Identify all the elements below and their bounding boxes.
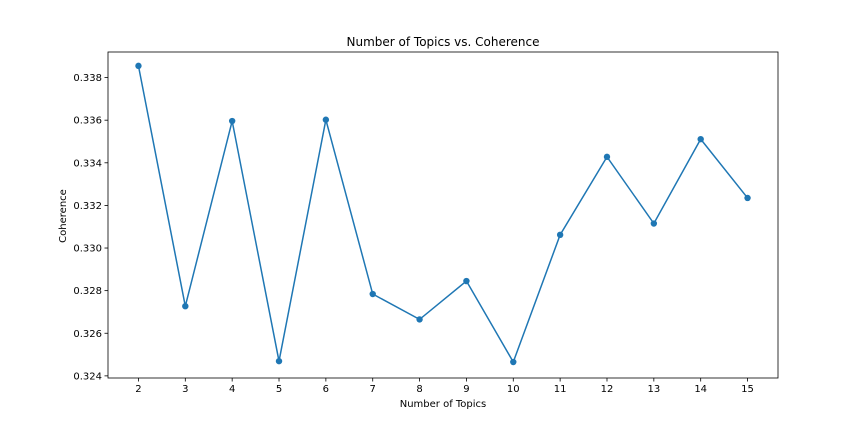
data-point <box>322 116 330 123</box>
x-tick-label: 10 <box>507 384 520 395</box>
x-tick-label: 7 <box>370 384 376 395</box>
data-point <box>182 302 189 310</box>
x-tick-label: 14 <box>694 384 707 395</box>
plot-frame <box>107 51 779 379</box>
y-tick-label: 0.332 <box>73 201 102 212</box>
x-tick-label: 12 <box>601 384 614 395</box>
y-tick-label: 0.326 <box>73 329 102 340</box>
y-tick-label: 0.338 <box>73 73 102 84</box>
y-tick-label: 0.336 <box>73 116 102 127</box>
y-tick-label: 0.324 <box>73 371 102 382</box>
x-tick-label: 2 <box>135 384 141 395</box>
y-tick-label: 0.328 <box>73 286 102 297</box>
data-point <box>603 153 611 161</box>
x-tick-label: 9 <box>463 384 469 395</box>
plot-area: 2 3 4 5 6 7 8 9 10 11 12 13 14 15 0.324 0.326 0.328 0.330… <box>73 51 779 395</box>
data-point <box>463 277 470 285</box>
data-point <box>228 117 236 125</box>
x-tick-label: 8 <box>416 384 422 395</box>
data-point <box>556 231 564 239</box>
data-point <box>275 357 283 365</box>
x-tick-label: 15 <box>741 384 754 395</box>
data-point <box>697 135 704 143</box>
x-tick-label: 4 <box>229 384 235 395</box>
series-line <box>137 65 749 364</box>
y-tick-label: 0.334 <box>73 158 102 169</box>
data-point <box>135 62 142 70</box>
y-axis-label: Coherence <box>58 189 69 243</box>
x-tick-label: 13 <box>647 384 660 395</box>
data-point <box>650 220 658 227</box>
data-point <box>510 358 517 366</box>
data-point <box>369 290 376 298</box>
x-tick-label: 11 <box>554 384 567 395</box>
data-point <box>744 194 751 202</box>
y-tick-label: 0.330 <box>73 244 102 255</box>
x-axis-label: Number of Topics <box>400 399 487 410</box>
data-point <box>416 316 423 323</box>
x-tick-label: 5 <box>276 384 282 395</box>
chart-title: Number of Topics vs. Coherence <box>347 35 540 49</box>
x-tick-label: 3 <box>182 384 188 395</box>
x-tick-label: 6 <box>323 384 329 395</box>
